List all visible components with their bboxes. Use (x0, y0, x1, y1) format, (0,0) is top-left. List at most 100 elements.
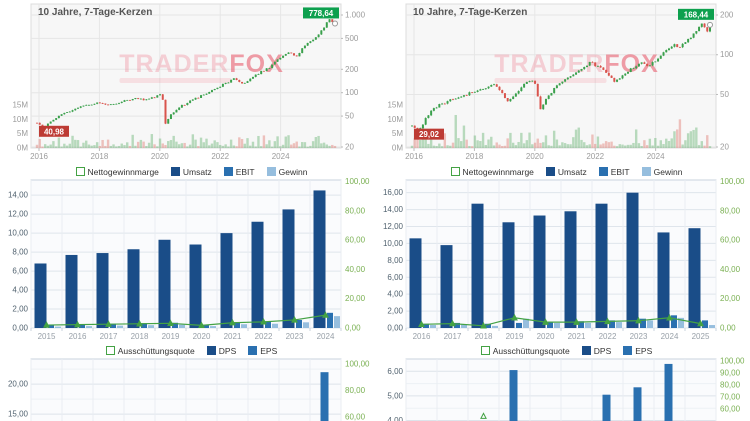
margin-marker (480, 321, 487, 329)
bar-gewinn-2017 (461, 324, 467, 328)
svg-text:500: 500 (345, 34, 359, 43)
margin-marker (43, 321, 50, 328)
legend-item-eps: EPS (248, 346, 277, 356)
dividends-chart-panel-left[interactable]: 20,0015,00100,0080,0060,0020152016201720… (1, 357, 374, 421)
bar-eps-2024 (320, 372, 329, 421)
svg-text:100,00: 100,00 (345, 360, 370, 369)
bar-umsatz-2016 (65, 254, 78, 328)
margin-marker (74, 320, 81, 328)
svg-text:2021: 2021 (224, 332, 242, 341)
stock-column-left: 10 Jahre, 7-Tage-Kerzen 1.000 500 200 100 50… (1, 0, 374, 421)
svg-text:10M: 10M (387, 115, 403, 124)
bar-ebit-2024 (327, 312, 333, 328)
fundamentals-legend-right: Nettogewinnmarge Umsatz EBIT Gewinn (376, 165, 749, 178)
svg-text:2024: 2024 (272, 152, 290, 161)
bar-gewinn-2020 (210, 326, 216, 328)
legend-item-nettogewinnmarge: Nettogewinnmarge (75, 167, 159, 177)
svg-text:2018: 2018 (466, 152, 484, 161)
svg-text:200: 200 (345, 65, 359, 74)
margin-marker (635, 316, 642, 324)
legend-swatch (248, 346, 258, 355)
div-left-canvas[interactable]: 20,0015,00100,0080,0060,0020152016201720… (1, 357, 374, 421)
svg-text:70,00: 70,00 (720, 392, 741, 401)
legend-swatch (266, 167, 276, 176)
legend-label: DPS (218, 345, 237, 356)
svg-text:20,00: 20,00 (8, 380, 29, 389)
svg-text:20,00: 20,00 (345, 294, 366, 303)
svg-text:2020: 2020 (526, 152, 544, 161)
dividends-chart-panel-right[interactable]: 6,005,004,00100,0090,0080,0070,0060,0020… (376, 357, 749, 421)
svg-text:778,64: 778,64 (309, 9, 334, 18)
dividends-legend-right: Ausschüttungsquote DPS EPS (376, 344, 749, 357)
svg-text:6,00: 6,00 (387, 367, 403, 376)
price-left-canvas[interactable]: 1.000 500 200 100 50 20 2016 2018 2020 2022 2024 15… (1, 0, 374, 165)
candles (36, 18, 336, 128)
bar-gewinn-2023 (647, 320, 653, 328)
legend-label: Ausschüttungsquote (117, 345, 195, 356)
margin-marker (573, 318, 580, 325)
svg-text:12,00: 12,00 (8, 210, 29, 219)
bar-gewinn-2022 (272, 323, 278, 328)
svg-text:2017: 2017 (444, 332, 462, 341)
bar-umsatz-2022 (251, 221, 264, 328)
last-price-label (303, 7, 339, 19)
svg-text:60,00: 60,00 (720, 404, 741, 413)
bar-gewinn-2020 (554, 322, 560, 328)
legend-label: Ausschüttungsquote (492, 345, 570, 356)
legend-label: Gewinn (278, 166, 308, 177)
svg-text:0M: 0M (17, 144, 28, 153)
bar-ebit-2022 (609, 320, 615, 328)
legend-item-gewinn: Gewinn (266, 166, 308, 177)
svg-text:100: 100 (345, 88, 359, 97)
div-right-canvas[interactable]: 6,005,004,00100,0090,0080,0070,0060,0020… (376, 357, 749, 421)
bar-umsatz-2018 (127, 249, 140, 328)
bar-gewinn-2015 (55, 326, 61, 328)
bar-gewinn-2018 (492, 325, 498, 328)
margin-marker (136, 319, 143, 327)
bar-gewinn-2022 (616, 322, 622, 328)
price-chart-panel-left[interactable]: 10 Jahre, 7-Tage-Kerzen 1.000 500 200 100 50… (1, 0, 374, 165)
svg-text:12,00: 12,00 (383, 222, 404, 231)
bar-umsatz-2018 (471, 203, 484, 328)
svg-text:6,00: 6,00 (12, 267, 28, 276)
legend-item-gewinn: Gewinn (641, 166, 683, 177)
fundamentals-chart-panel-right[interactable]: 16,00 14,00 12,00 10,00 8,00 6,00 4,00 2,00 0,00… (376, 178, 749, 344)
svg-text:168,44: 168,44 (684, 10, 709, 19)
svg-text:2022: 2022 (211, 152, 229, 161)
legend-label: Gewinn (653, 166, 683, 177)
svg-text:0,00: 0,00 (720, 324, 736, 333)
legend-swatch (581, 346, 591, 355)
svg-text:20: 20 (720, 143, 729, 152)
bar-umsatz-2016 (409, 238, 422, 328)
fund-left-canvas[interactable]: 14,00 12,00 10,00 8,00 6,00 4,00 2,00 0,00 100,0… (1, 178, 374, 344)
price-chart-panel-right[interactable]: 10 Jahre, 7-Tage-Kerzen 200 100 50 20 2016 20… (376, 0, 749, 165)
bar-ebit-2019 (172, 322, 178, 328)
svg-text:100,00: 100,00 (720, 178, 745, 186)
watermark-tagline (119, 78, 232, 83)
fundamentals-legend-left: Nettogewinnmarge Umsatz EBIT Gewinn (1, 165, 374, 178)
svg-text:8,00: 8,00 (387, 256, 403, 265)
svg-text:29,02: 29,02 (419, 130, 440, 139)
svg-text:6,00: 6,00 (387, 273, 403, 282)
bar-gewinn-2016 (430, 325, 436, 328)
legend-swatch (641, 167, 651, 176)
bar-ebit-2024 (671, 315, 677, 328)
margin-marker (697, 319, 704, 327)
bar-eps-2022 (602, 394, 611, 421)
price-right-canvas[interactable]: 200 100 50 20 2016 2018 2020 2022 2024 15M 10M 5M 0M… (376, 0, 749, 165)
stock-column-right: 10 Jahre, 7-Tage-Kerzen 200 100 50 20 2016 20… (376, 0, 749, 421)
legend-label: Nettogewinnmarge (462, 166, 534, 177)
margin-marker (418, 320, 425, 328)
bar-umsatz-2021 (220, 233, 233, 328)
bar-umsatz-2023 (282, 209, 295, 328)
bar-eps-2024 (664, 363, 673, 421)
svg-text:2016: 2016 (69, 332, 87, 341)
fund-right-canvas[interactable]: 16,00 14,00 12,00 10,00 8,00 6,00 4,00 2,00 0,00… (376, 178, 749, 344)
first-price-label (414, 128, 444, 140)
fundamentals-chart-panel-left[interactable]: 14,00 12,00 10,00 8,00 6,00 4,00 2,00 0,00 100,0… (1, 178, 374, 344)
legend-item-ebit: EBIT (223, 167, 255, 177)
svg-text:200: 200 (720, 11, 734, 20)
bar-ebit-2015 (48, 324, 54, 328)
bar-ebit-2020 (203, 324, 209, 328)
legend-swatch (480, 346, 490, 355)
